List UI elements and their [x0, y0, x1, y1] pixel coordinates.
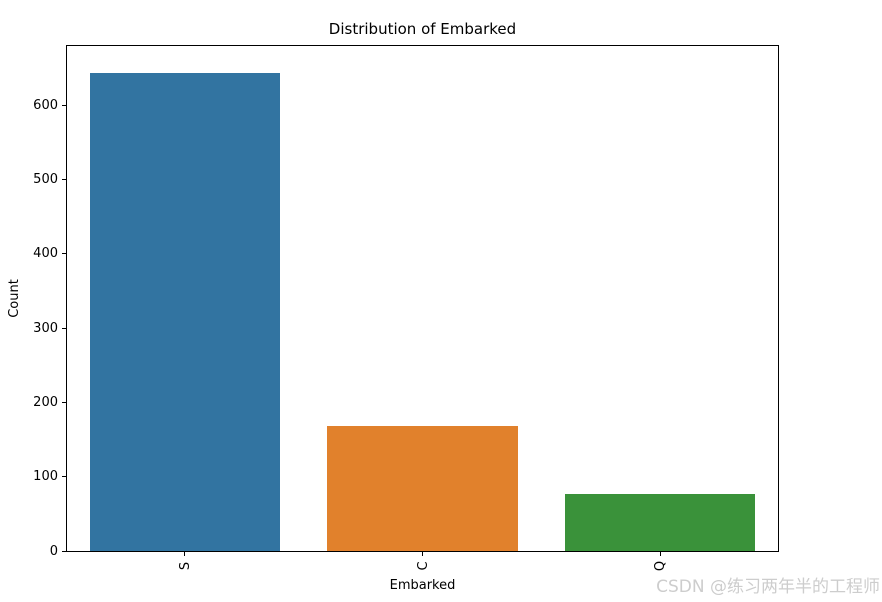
bar-c: [327, 426, 518, 551]
y-tick-label: 200: [33, 394, 58, 410]
watermark: CSDN @练习两年半的工程师: [656, 577, 880, 597]
y-tick-mark: [62, 327, 66, 329]
x-tick-label: C: [415, 561, 430, 571]
bar-s: [89, 72, 280, 551]
y-tick-label: 100: [33, 469, 58, 485]
y-tick-mark: [62, 104, 66, 106]
chart-title: Distribution of Embarked: [328, 20, 517, 38]
x-tick-label: Q: [652, 560, 668, 572]
y-tick-mark: [62, 401, 66, 403]
x-tick-mark: [659, 552, 661, 556]
x-axis-label: Embarked: [389, 578, 456, 593]
y-tick-mark: [62, 253, 66, 255]
y-tick-label: 500: [33, 172, 58, 188]
x-tick-mark: [184, 552, 186, 556]
y-tick-label: 0: [49, 543, 58, 559]
y-tick-mark: [62, 179, 66, 181]
y-tick-mark: [62, 476, 66, 478]
bar-q: [565, 493, 756, 551]
y-axis-label: Count: [6, 279, 22, 318]
y-tick-label: 300: [33, 320, 58, 336]
y-tick-label: 400: [33, 246, 58, 262]
y-tick-mark: [62, 550, 66, 552]
x-tick-mark: [422, 552, 423, 556]
x-tick-label: S: [177, 561, 193, 571]
y-tick-label: 600: [33, 97, 58, 113]
